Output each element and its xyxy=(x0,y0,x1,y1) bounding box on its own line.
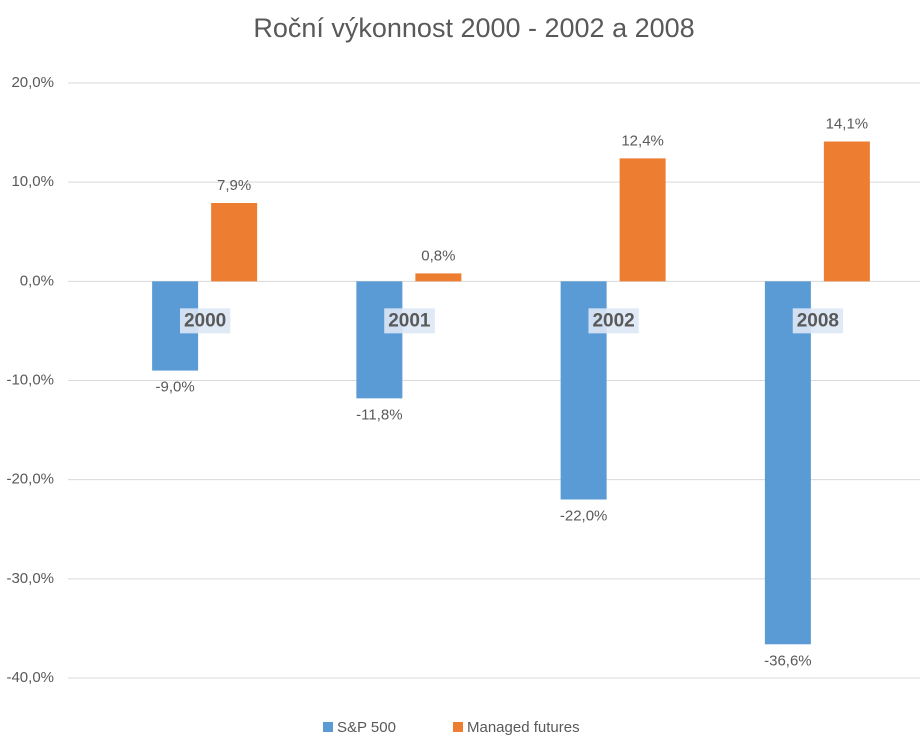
legend-label: Managed futures xyxy=(467,719,580,736)
legend-label: S&P 500 xyxy=(337,719,396,736)
value-label: 0,8% xyxy=(421,247,455,264)
x-tick-label: 2008 xyxy=(797,310,839,331)
y-tick-label: 20,0% xyxy=(11,74,54,91)
chart-title: Roční výkonnost 2000 - 2002 a 2008 xyxy=(253,13,694,43)
category-label-bg xyxy=(384,308,435,334)
y-tick-label: -30,0% xyxy=(6,570,54,587)
y-tick-label: 0,0% xyxy=(20,272,54,289)
bar xyxy=(619,158,666,282)
legend-swatch xyxy=(323,722,333,732)
bar xyxy=(415,273,462,282)
bar xyxy=(211,202,258,282)
bar xyxy=(356,281,403,399)
bar xyxy=(764,281,811,645)
value-label: 12,4% xyxy=(621,132,664,149)
value-label: -36,6% xyxy=(764,652,812,669)
y-tick-label: -20,0% xyxy=(6,471,54,488)
value-label: -11,8% xyxy=(356,406,402,423)
y-tick-label: 10,0% xyxy=(11,173,54,190)
x-tick-label: 2000 xyxy=(184,310,226,331)
x-tick-label: 2001 xyxy=(388,310,431,331)
category-label-bg xyxy=(792,308,844,334)
x-tick-label: 2002 xyxy=(592,310,634,331)
bar xyxy=(823,141,870,282)
y-tick-label: -40,0% xyxy=(6,669,54,686)
value-label: 7,9% xyxy=(217,177,251,194)
value-label: 14,1% xyxy=(826,115,869,132)
legend-swatch xyxy=(453,722,463,732)
y-tick-label: -10,0% xyxy=(6,371,54,388)
category-label-bg xyxy=(588,308,639,334)
value-label: -22,0% xyxy=(560,507,608,524)
value-label: -9,0% xyxy=(156,379,195,396)
category-label-bg xyxy=(179,308,231,334)
